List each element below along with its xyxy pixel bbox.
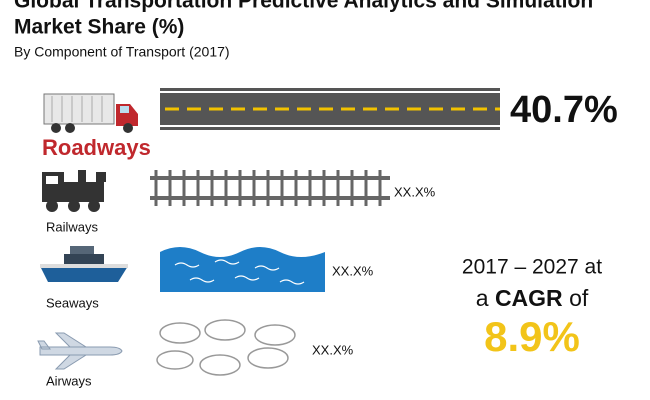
ship-icon bbox=[40, 246, 128, 282]
cagr-period: 2017 – 2027 at bbox=[462, 256, 602, 279]
segment-label: Seaways bbox=[46, 295, 99, 310]
waves bbox=[174, 259, 305, 285]
cagr-prefix: a bbox=[476, 285, 489, 311]
train-icon bbox=[42, 170, 106, 212]
segment-label: Railways bbox=[46, 219, 99, 234]
title: Market Share (%) bbox=[14, 16, 184, 39]
cagr-value: 8.9% bbox=[484, 313, 580, 360]
subtitle: By Component of Transport (2017) bbox=[14, 44, 230, 60]
rail-track bbox=[150, 170, 390, 206]
share-label: XX.X% bbox=[394, 184, 436, 199]
share-label: XX.X% bbox=[312, 342, 354, 357]
share-label: XX.X% bbox=[332, 263, 374, 278]
road bbox=[160, 88, 500, 130]
segment-label: Airways bbox=[46, 373, 92, 388]
cagr-line: a CAGR of bbox=[476, 285, 589, 311]
clouds bbox=[156, 319, 296, 376]
truck-icon bbox=[43, 93, 138, 133]
plane-icon bbox=[37, 332, 123, 370]
share-label: 40.7% bbox=[510, 89, 618, 131]
cagr-suffix: of bbox=[569, 285, 589, 311]
cagr-emphasis: CAGR bbox=[495, 285, 563, 311]
title: Global Transportation Predictive Analyti… bbox=[14, 0, 593, 13]
segment-label: Roadways bbox=[42, 135, 151, 160]
